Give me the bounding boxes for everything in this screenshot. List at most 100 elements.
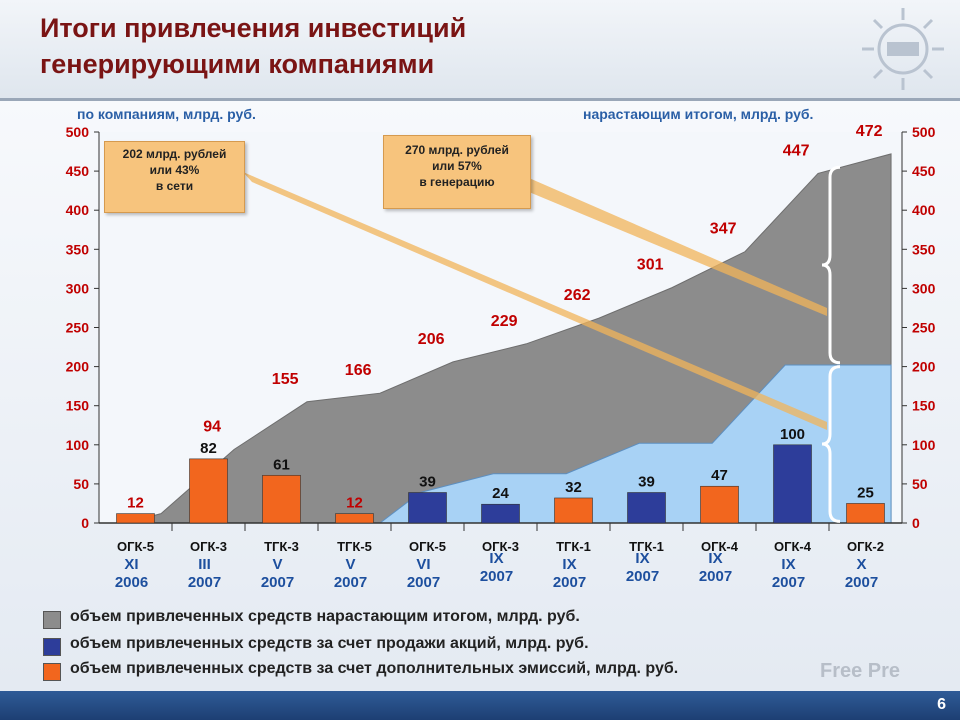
bar	[481, 503, 520, 524]
header-divider	[0, 98, 960, 101]
callout-generation: 270 млрд. рублей или 57% в генерацию	[383, 135, 531, 209]
watermark: Free Pre	[820, 660, 901, 682]
cumulative-value-label: 94	[203, 418, 221, 435]
legend-item-emission: объем привлеченных средств за счет допол…	[43, 660, 863, 682]
legend-swatch-cumulative	[43, 611, 61, 629]
left-tick-label: 0	[81, 515, 89, 531]
header	[0, 0, 960, 98]
left-tick-label: 200	[66, 359, 90, 375]
left-tick-label: 50	[73, 476, 89, 492]
category-label: ОГК-2	[847, 539, 884, 554]
cumulative-value-label: 447	[783, 142, 810, 159]
bar-value-label: 39	[419, 474, 436, 491]
bar-value-label: 12	[346, 495, 363, 512]
date-month-label: IX	[489, 550, 503, 567]
bar-value-label: 47	[711, 467, 728, 484]
bar	[846, 503, 885, 524]
date-month-label: X	[856, 556, 866, 573]
cumulative-value-label: 347	[710, 221, 737, 238]
left-axis-subtitle: по компаниям, млрд. руб.	[77, 106, 256, 122]
date-month-label: IX	[781, 556, 795, 573]
left-tick-label: 500	[66, 124, 90, 140]
date-year-label: 2007	[334, 574, 367, 591]
bar	[627, 492, 666, 524]
footer-bar: 6	[0, 691, 960, 720]
category-label: ТГК-1	[556, 539, 591, 554]
generation-brace	[821, 165, 841, 365]
date-month-label: XI	[124, 556, 138, 573]
date-year-label: 2007	[480, 568, 513, 585]
callout-network-beam	[243, 172, 827, 430]
bar	[773, 444, 812, 524]
bar-value-label: 61	[273, 456, 290, 473]
callout-network-line-1: 202 млрд. рублей	[122, 147, 227, 161]
network-area	[378, 364, 892, 524]
category-label: ТГК-1	[629, 539, 664, 554]
legend-swatch-shares	[43, 638, 61, 656]
bar	[700, 485, 739, 524]
date-month-label: V	[345, 556, 355, 573]
category-label: ОГК-3	[190, 539, 227, 554]
callout-network: 202 млрд. рублей или 43% в сети	[104, 141, 245, 213]
bar	[408, 492, 447, 524]
bar-value-label: 82	[200, 440, 217, 457]
legend-label-cumulative: объем привлеченных средств нарастающим и…	[70, 608, 580, 625]
right-tick-label: 50	[912, 476, 928, 492]
cumulative-value-label: 166	[345, 362, 372, 379]
bar	[189, 458, 228, 524]
bar-value-label: 32	[565, 479, 582, 496]
left-tick-label: 350	[66, 241, 90, 257]
bar-value-label: 39	[638, 474, 655, 491]
legend-swatch-emission	[43, 663, 61, 681]
legend-label-shares: объем привлеченных средств за счет прода…	[70, 635, 589, 652]
category-label: ОГК-5	[117, 539, 154, 554]
date-year-label: 2007	[699, 568, 732, 585]
cumulative-value-label: 155	[272, 371, 299, 388]
cumulative-value-label: 206	[418, 331, 445, 348]
left-tick-label: 100	[66, 437, 90, 453]
bar-value-label: 24	[492, 485, 509, 502]
date-year-label: 2007	[261, 574, 294, 591]
date-year-label: 2007	[407, 574, 440, 591]
bar	[262, 474, 301, 524]
callout-network-line-2: или 43%	[149, 163, 200, 177]
left-tick-label: 150	[66, 398, 90, 414]
right-tick-label: 250	[912, 320, 936, 336]
network-brace	[821, 365, 841, 523]
date-year-label: 2007	[626, 568, 659, 585]
callout-network-line-3: в сети	[155, 179, 194, 193]
title-line-2: генерирующими компаниями	[40, 49, 435, 79]
date-month-label: V	[272, 556, 282, 573]
date-month-label: III	[198, 556, 211, 573]
date-year-label: 2006	[115, 574, 148, 591]
title-line-1: Итоги привлечения инвестиций	[40, 13, 467, 43]
legend-item-cumulative: объем привлеченных средств нарастающим и…	[43, 608, 863, 630]
date-month-label: IX	[708, 550, 722, 567]
bar	[554, 497, 593, 524]
category-label: ТГК-3	[264, 539, 299, 554]
bar-value-label: 25	[857, 484, 874, 501]
cumulative-value-label: 472	[856, 123, 883, 140]
bar-value-label: 12	[127, 495, 144, 512]
callout-generation-line-1: 270 млрд. рублей	[405, 143, 509, 157]
date-year-label: 2007	[845, 574, 878, 591]
company-logo-icon	[862, 8, 944, 90]
left-tick-label: 300	[66, 280, 90, 296]
category-label: ОГК-5	[409, 539, 446, 554]
category-label: ТГК-5	[337, 539, 372, 554]
date-year-label: 2007	[553, 574, 586, 591]
left-tick-label: 400	[66, 202, 90, 218]
callout-generation-line-3: в генерацию	[419, 175, 495, 189]
right-tick-label: 150	[912, 398, 936, 414]
cumulative-value-label: 262	[564, 287, 591, 304]
right-tick-label: 0	[912, 515, 920, 531]
date-month-label: IX	[635, 550, 649, 567]
bar	[335, 513, 374, 524]
category-label: ОГК-3	[482, 539, 519, 554]
page-title: Итоги привлечения инвестиций генерирующи…	[40, 10, 640, 82]
bar-value-label: 100	[780, 426, 805, 443]
left-tick-label: 250	[66, 320, 90, 336]
category-label: ОГК-4	[701, 539, 739, 554]
date-month-label: VI	[416, 556, 430, 573]
callout-generation-line-2: или 57%	[432, 159, 482, 173]
